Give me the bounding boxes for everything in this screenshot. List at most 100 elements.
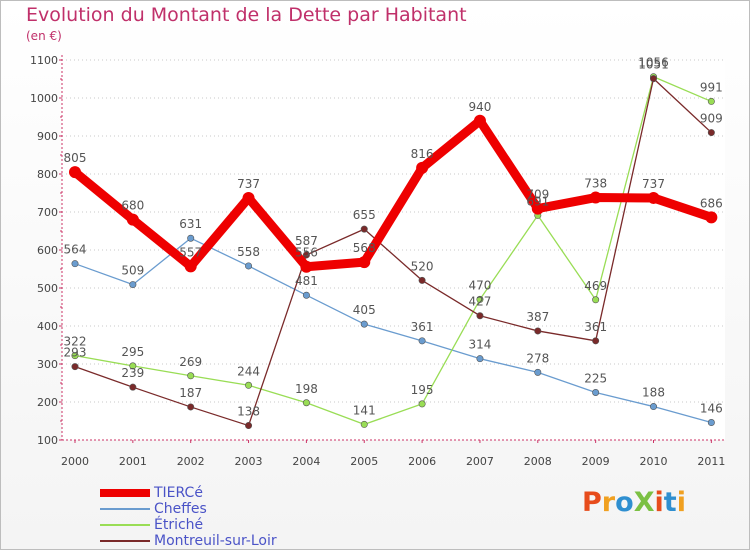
data-label: 991 <box>700 80 723 94</box>
data-point <box>531 202 544 215</box>
data-label: 680 <box>121 199 144 213</box>
data-point <box>187 234 195 242</box>
y-tick-label: 400 <box>37 320 58 333</box>
chart-title: Evolution du Montant de la Dette par Hab… <box>26 4 467 26</box>
data-point <box>649 75 657 83</box>
data-label: 198 <box>295 382 318 396</box>
data-point <box>126 213 139 226</box>
proxiti-logo: ProXiti <box>582 487 686 518</box>
y-tick-label: 200 <box>37 396 58 409</box>
data-point <box>476 355 484 363</box>
data-point <box>476 312 484 320</box>
data-point <box>184 260 197 273</box>
legend-label: Montreuil-sur-Loir <box>154 533 277 549</box>
data-point <box>242 191 255 204</box>
data-point <box>187 403 195 411</box>
data-label: 293 <box>64 346 87 360</box>
data-point <box>129 362 137 370</box>
logo-letter: P <box>582 487 602 518</box>
data-point <box>534 327 542 335</box>
data-point <box>705 211 718 224</box>
x-tick-label: 2008 <box>524 455 552 468</box>
data-point <box>302 399 310 407</box>
data-label: 269 <box>179 355 202 369</box>
x-tick-label: 2003 <box>235 455 263 468</box>
data-label: 187 <box>179 386 202 400</box>
y-tick-label: 1000 <box>30 92 58 105</box>
data-label: 686 <box>700 196 723 210</box>
data-label: 138 <box>237 405 260 419</box>
logo-letter: o <box>615 487 634 518</box>
x-tick-label: 2000 <box>61 455 89 468</box>
data-point <box>534 368 542 376</box>
logo-letter: t <box>663 487 677 518</box>
x-tick-label: 2004 <box>292 455 320 468</box>
series-line <box>74 237 712 424</box>
data-label: 558 <box>237 245 260 259</box>
logo-letter: i <box>676 487 686 518</box>
data-point <box>649 403 657 411</box>
data-point <box>476 295 484 303</box>
x-tick-label: 2005 <box>350 455 378 468</box>
data-point <box>707 97 715 105</box>
data-point <box>71 352 79 360</box>
data-point <box>69 166 81 179</box>
legend-entry: Montreuil-sur-Loir <box>100 533 400 550</box>
y-tick-label: 900 <box>37 130 58 143</box>
logo-letter: X <box>633 487 655 518</box>
data-point <box>360 420 368 428</box>
x-tick-label: 2010 <box>640 455 668 468</box>
data-label: 1056 <box>638 56 669 70</box>
data-label: 737 <box>237 177 260 191</box>
data-label: 568 <box>353 241 376 255</box>
data-point <box>707 129 715 137</box>
data-label: 655 <box>353 208 376 222</box>
data-point <box>592 296 600 304</box>
plot-area <box>62 60 725 440</box>
y-tick-label: 500 <box>37 282 58 295</box>
data-point <box>245 381 253 389</box>
data-label: 470 <box>468 278 491 292</box>
legend-entry: TIERCé <box>100 485 400 502</box>
y-tick-label: 300 <box>37 358 58 371</box>
data-label: 556 <box>295 246 318 260</box>
data-label: 361 <box>584 320 607 334</box>
data-label: 469 <box>584 279 607 293</box>
legend-entry: Étriché <box>100 517 400 534</box>
data-point <box>129 383 137 391</box>
data-point <box>71 363 79 371</box>
data-label: 405 <box>353 303 376 317</box>
data-label: 737 <box>642 177 665 191</box>
data-point <box>302 291 310 299</box>
data-point <box>592 337 600 345</box>
data-label: 909 <box>700 112 723 126</box>
data-label: 587 <box>295 234 318 248</box>
data-label: 195 <box>411 383 434 397</box>
y-tick-label: 800 <box>37 168 58 181</box>
data-label: 564 <box>64 243 87 257</box>
data-point <box>300 260 313 273</box>
data-point <box>245 262 253 270</box>
data-label: 481 <box>295 274 318 288</box>
logo-letter: i <box>654 487 664 518</box>
data-label: 427 <box>468 295 491 309</box>
x-tick-label: 2009 <box>582 455 610 468</box>
legend-swatch <box>100 489 150 497</box>
data-label: 557 <box>179 245 202 259</box>
data-label: 631 <box>179 217 202 231</box>
data-point <box>418 337 426 345</box>
data-label: 188 <box>642 386 665 400</box>
series-line <box>70 116 716 272</box>
data-point <box>647 191 660 204</box>
data-label: 387 <box>526 310 549 324</box>
data-label: 361 <box>411 320 434 334</box>
data-point <box>71 260 79 268</box>
legend-swatch <box>100 540 150 542</box>
y-tick-label: 600 <box>37 244 58 257</box>
logo-letter: r <box>601 487 616 518</box>
series-line <box>74 76 712 426</box>
data-point <box>416 161 429 174</box>
data-label: 278 <box>526 351 549 365</box>
chart-unit-label: (en €) <box>26 29 62 43</box>
